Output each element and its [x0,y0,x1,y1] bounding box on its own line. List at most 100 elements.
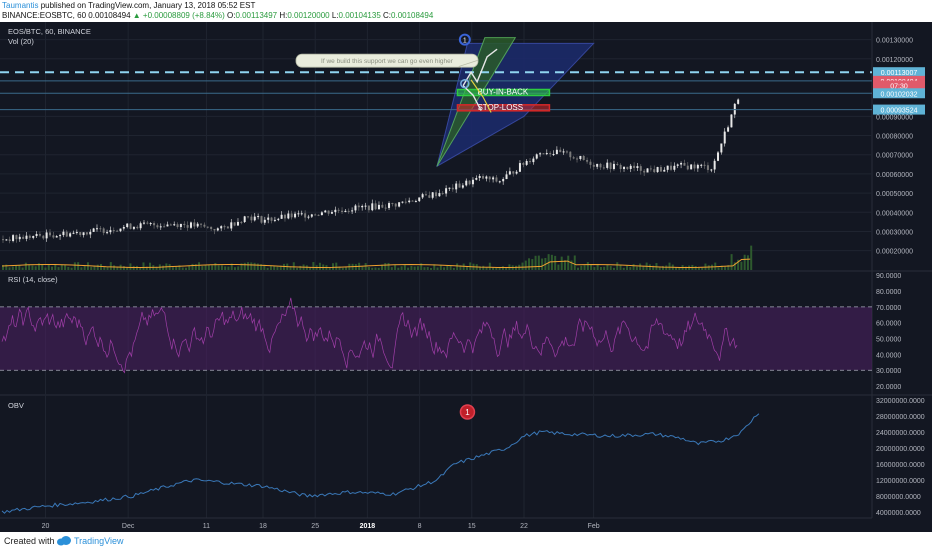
candle-body [59,235,62,237]
volume-bar [697,267,700,270]
price-badge-label: 0.00093524 [881,108,918,115]
volume-bar [145,266,148,270]
obv-tick-label: 4000000.0000 [876,510,921,517]
volume-bar [211,265,214,270]
candle-body [529,160,532,163]
candle-body [623,166,626,170]
volume-bar [616,262,619,270]
candle-body [377,204,380,210]
volume-bar [5,264,8,270]
volume-bar [632,264,635,270]
candle-body [676,164,679,166]
candle-body [2,239,4,241]
price-badge-label: 0.00102032 [881,91,918,98]
chart-canvas[interactable]: 0.00130000 0.00120000 0.00090000 0.00080000… [0,22,932,532]
volume-bar [465,265,468,270]
volume-bar [184,267,187,270]
volume-bar [619,264,622,270]
volume-bar [583,265,586,270]
candle-body [569,151,572,158]
candle-body [206,226,209,228]
candle-body [75,232,78,234]
volume-bar [28,264,31,270]
volume-bar [64,265,67,270]
candle-body [69,233,72,237]
candle-body [223,226,226,228]
volume-bar [8,267,11,270]
tradingview-brand[interactable]: TradingView [74,536,124,546]
volume-bar [299,265,302,270]
volume-bar [341,267,344,270]
volume-bar [580,265,583,270]
candle-body [62,231,65,236]
candle-body [723,131,726,144]
rsi-tick-label: 50.0000 [876,337,901,344]
candle-body [498,181,501,183]
candle-body [458,183,461,188]
price-tick-label: 0.00020000 [876,249,913,256]
volume-bar [338,266,341,270]
volume-bar [387,262,390,270]
candle-body [700,164,703,166]
candle-body [169,224,172,226]
obv-line [1,413,760,514]
volume-bar [198,262,201,270]
symbol-label: BINANCE:EOSBTC, 60 [2,11,87,20]
candle-body [626,166,629,169]
candle-body [320,212,323,216]
candle-body [525,160,528,165]
projection-arrow-down [462,85,482,111]
publish-info: published on TradingView.com, January 13… [40,1,256,10]
volume-bar [207,265,210,270]
volume-bar [675,267,678,270]
candle-body [106,232,109,234]
rsi-tick-label: 40.0000 [876,352,901,359]
volume-bar [720,265,723,270]
footer: Created with TradingView [0,532,932,550]
candle-body [263,219,266,223]
volume-bar [318,262,321,270]
volume-bar [292,262,295,270]
high-label: H: [279,11,288,20]
volume-bar [714,262,717,270]
close-value: 0.00108494 [391,11,434,20]
volume-bar [240,263,243,270]
x-tick-label: 22 [520,523,528,530]
candle-body [488,176,491,180]
rsi-tick-label: 60.0000 [876,321,901,328]
volume-bar [31,265,34,270]
candle-body [166,224,169,227]
volume-bar [416,266,419,270]
volume-bar [181,267,184,270]
volume-bar [93,265,96,270]
candle-body [381,204,384,208]
volume-bar [684,266,687,270]
volume-bar [459,265,462,270]
volume-bar [312,262,315,270]
volume-bar [573,255,576,270]
volume-bar [214,262,217,270]
open-label: O: [226,11,236,20]
price-tick-label: 0.00090000 [876,114,913,121]
candle-body [391,203,394,205]
volume-bar [694,266,697,270]
price-badge [873,104,925,115]
obv-tick-label: 16000000.0000 [876,462,925,469]
candle-body [179,223,182,228]
volume-bar [103,266,106,270]
volume-bar [309,267,312,270]
author-link[interactable]: Taumantis [2,1,39,10]
candle-body [549,153,552,155]
candle-body [347,210,350,212]
candle-body [142,222,145,224]
stop-loss-label: STOP-LOSS [477,103,523,112]
candle-body [666,165,669,170]
volume-bar [750,245,753,270]
volume-bar [707,265,710,270]
volume-bar [521,262,524,270]
candle-body [438,193,441,197]
volume-bar [188,265,191,270]
candle-body [616,163,619,165]
volume-bar [407,267,410,270]
volume-bar [410,265,413,270]
